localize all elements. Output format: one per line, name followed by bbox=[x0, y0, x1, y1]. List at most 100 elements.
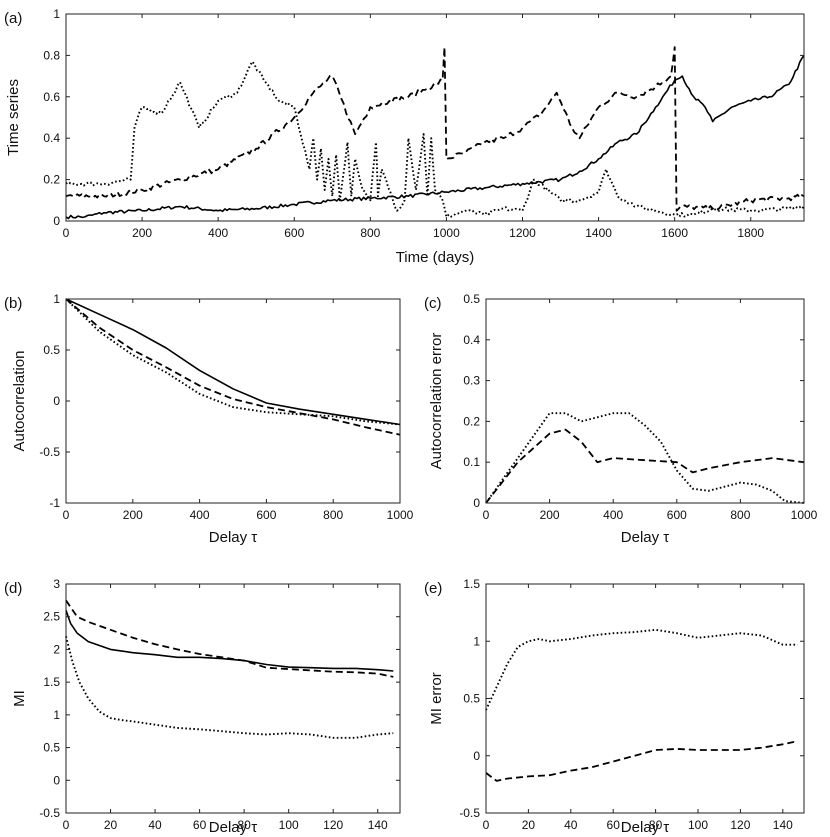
y-tick-label: 0 bbox=[473, 749, 480, 763]
x-tick-label: 800 bbox=[360, 226, 380, 240]
x-tick-label: 1000 bbox=[387, 508, 414, 522]
y-tick-label: 0.1 bbox=[463, 455, 480, 469]
y-tick-label: 3 bbox=[53, 577, 60, 591]
y-tick-label: 0.5 bbox=[463, 692, 480, 706]
y-tick-label: 0 bbox=[53, 394, 60, 408]
x-tick-label: 800 bbox=[730, 508, 750, 522]
y-axis-label: Time series bbox=[5, 79, 22, 156]
x-tick-label: 0 bbox=[63, 818, 70, 832]
series-line-dotted bbox=[65, 636, 394, 739]
x-tick-label: 400 bbox=[208, 226, 228, 240]
x-tick-label: 40 bbox=[564, 818, 578, 832]
panel-label: (c) bbox=[424, 295, 442, 312]
panel-label: (e) bbox=[424, 580, 442, 597]
x-tick-label: 20 bbox=[522, 818, 536, 832]
y-tick-label: 0.6 bbox=[43, 90, 60, 104]
series-line-dotted bbox=[65, 298, 401, 426]
x-tick-label: 200 bbox=[132, 226, 152, 240]
x-tick-label: 60 bbox=[607, 818, 621, 832]
y-axis-label: MI error bbox=[428, 672, 445, 725]
y-tick-label: 0.2 bbox=[43, 173, 60, 187]
x-tick-label: 200 bbox=[540, 508, 560, 522]
x-tick-label: 80 bbox=[649, 818, 663, 832]
x-tick-label: 140 bbox=[368, 818, 388, 832]
x-tick-label: 400 bbox=[190, 508, 210, 522]
x-tick-label: 120 bbox=[323, 818, 343, 832]
panel-c: 0 200 400 600 800 1000 0 0.1 0.2 0.3 0.4 0.5 Delay τ… bbox=[424, 292, 818, 546]
y-tick-label: 0 bbox=[473, 496, 480, 510]
y-tick-label: 2.5 bbox=[43, 610, 60, 624]
x-tick-label: 0 bbox=[483, 508, 490, 522]
x-tick-label: 400 bbox=[603, 508, 623, 522]
y-axis-label: Autocorrelation bbox=[11, 351, 28, 452]
x-tick-label: 800 bbox=[323, 508, 343, 522]
x-tick-label: 600 bbox=[284, 226, 304, 240]
series-line-dashed bbox=[65, 46, 805, 212]
plot-frame bbox=[485, 298, 805, 504]
x-tick-label: 0 bbox=[483, 818, 490, 832]
series-line-dashed bbox=[65, 298, 401, 436]
plot-frame bbox=[65, 583, 401, 814]
y-tick-label: 2 bbox=[53, 642, 60, 656]
y-tick-label: 0.4 bbox=[43, 131, 60, 145]
y-axis-label: Autocorrelation error bbox=[428, 333, 445, 470]
x-tick-label: 20 bbox=[104, 818, 118, 832]
y-tick-label: 0.5 bbox=[463, 292, 480, 306]
x-tick-label: 120 bbox=[730, 818, 750, 832]
y-tick-label: 0 bbox=[53, 214, 60, 228]
x-tick-label: 1200 bbox=[509, 226, 536, 240]
y-tick-label: 0.5 bbox=[43, 741, 60, 755]
series-line-dotted bbox=[485, 628, 798, 711]
panel-label: (a) bbox=[4, 10, 22, 27]
y-axis-label: MI bbox=[11, 690, 28, 707]
y-tick-label: -0.5 bbox=[39, 445, 60, 459]
x-tick-label: 1600 bbox=[661, 226, 688, 240]
y-tick-label: 1 bbox=[53, 708, 60, 722]
plot-frame bbox=[485, 583, 805, 814]
x-tick-label: 1800 bbox=[737, 226, 764, 240]
y-tick-label: 1.5 bbox=[463, 577, 480, 591]
x-tick-label: 1000 bbox=[433, 226, 460, 240]
x-axis-label: Delay τ bbox=[209, 529, 258, 546]
plot-frame bbox=[65, 298, 401, 504]
x-tick-label: 100 bbox=[279, 818, 299, 832]
x-tick-label: 0 bbox=[63, 508, 70, 522]
x-axis-label: Time (days) bbox=[396, 249, 475, 266]
x-tick-label: 600 bbox=[256, 508, 276, 522]
y-tick-label: 0.5 bbox=[43, 343, 60, 357]
x-tick-label: 140 bbox=[773, 818, 793, 832]
y-tick-label: 0.4 bbox=[463, 333, 480, 347]
x-axis-label: Delay τ bbox=[621, 529, 670, 546]
y-tick-label: 1.5 bbox=[43, 675, 60, 689]
y-tick-label: -1 bbox=[49, 496, 60, 510]
x-tick-label: 600 bbox=[667, 508, 687, 522]
x-tick-label: 80 bbox=[237, 818, 251, 832]
y-tick-label: 1 bbox=[53, 7, 60, 21]
y-tick-label: 1 bbox=[53, 292, 60, 306]
panel-label: (d) bbox=[4, 580, 22, 597]
y-tick-label: 0.8 bbox=[43, 48, 60, 62]
x-tick-label: 200 bbox=[123, 508, 143, 522]
panel-label: (b) bbox=[4, 295, 22, 312]
x-axis-label: Delay τ bbox=[621, 819, 670, 836]
y-tick-label: 0.2 bbox=[463, 414, 480, 428]
panel-d: 0 20 40 60 80 100 120 140-0.500.511.522.53Delay… bbox=[4, 577, 401, 836]
plot-frame bbox=[65, 13, 805, 222]
x-tick-label: 40 bbox=[148, 818, 162, 832]
series-line-dashed bbox=[485, 741, 799, 782]
series-line-dotted bbox=[485, 412, 805, 504]
series-line-solid bbox=[65, 54, 805, 220]
y-tick-label: -0.5 bbox=[459, 806, 480, 820]
x-tick-label: 100 bbox=[688, 818, 708, 832]
x-tick-label: 1400 bbox=[585, 226, 612, 240]
panel-a: 0 200 400 600 800 1000 1200 1400 1600 1800 0 0.2 0.4… bbox=[4, 7, 805, 266]
series-line-dashed bbox=[485, 428, 805, 504]
series-line-dashed bbox=[65, 599, 394, 678]
series-line-solid bbox=[65, 609, 394, 672]
y-tick-label: 0 bbox=[53, 773, 60, 787]
y-tick-label: 1 bbox=[473, 634, 480, 648]
series-line-solid bbox=[65, 298, 401, 426]
y-tick-label: 0.3 bbox=[463, 374, 480, 388]
